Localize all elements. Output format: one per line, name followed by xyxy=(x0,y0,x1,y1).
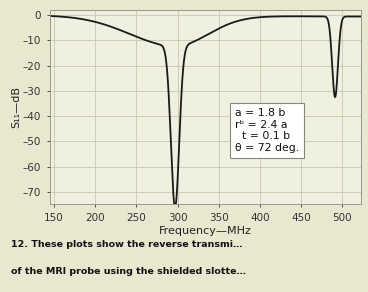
Text: of the MRI probe using the shielded slotte…: of the MRI probe using the shielded slot… xyxy=(11,267,246,277)
Text: 12. These plots show the reverse transmi…: 12. These plots show the reverse transmi… xyxy=(11,240,243,249)
X-axis label: Frequency—MHz: Frequency—MHz xyxy=(159,225,252,236)
Y-axis label: S₁₁—dB: S₁₁—dB xyxy=(11,86,22,128)
Text: a = 1.8 b
rᵇ = 2.4 a
  t = 0.1 b
θ = 72 deg.: a = 1.8 b rᵇ = 2.4 a t = 0.1 b θ = 72 de… xyxy=(235,108,299,153)
